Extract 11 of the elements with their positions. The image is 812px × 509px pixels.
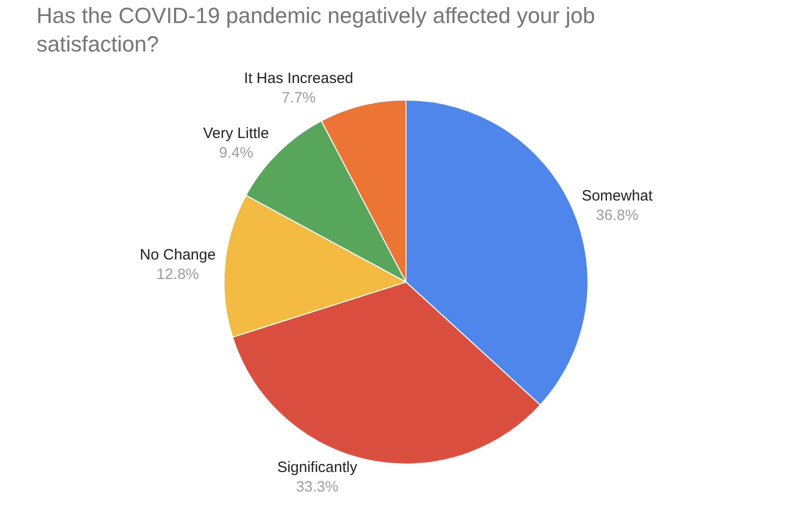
slice-label: No Change [140, 246, 216, 264]
data-label: 7.7% [282, 89, 316, 106]
data-label: 9.4% [218, 144, 254, 162]
data-label: 36.8% [596, 206, 638, 224]
slice-label: Very Little [203, 125, 269, 142]
slice-label: Somewhat [582, 187, 654, 204]
slice-label: Significantly [277, 458, 358, 476]
data-label: 12.8% [156, 266, 200, 283]
chart-title: Has the COVID-19 pandemic negatively affected your job satisfaction? [36, 2, 596, 57]
data-label: 33.3% [296, 478, 338, 496]
slice-label: It Has Increased [244, 70, 354, 87]
